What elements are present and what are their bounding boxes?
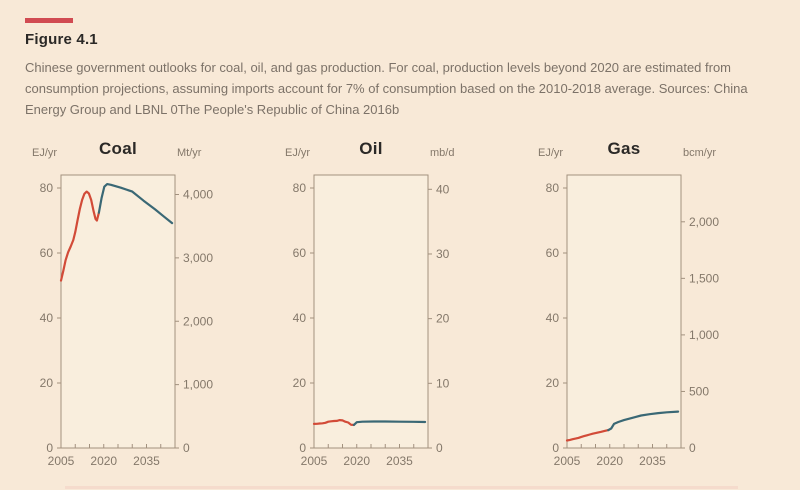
coal-historical-line <box>59 190 101 282</box>
oil-left-tick-label: 60 <box>293 246 307 260</box>
coal-left-tick-label: 80 <box>40 181 54 195</box>
gas-chart: EJ/yr Gas bcm/yr 0 20 40 60 80 0 500 1,000 1,500 2,0… <box>531 137 759 474</box>
coal-right-tick-label: 4,000 <box>183 188 213 202</box>
figure-title: Figure 4.1 <box>25 31 98 48</box>
oil-right-tick-label: 10 <box>436 376 450 390</box>
gas-plot: 0 20 40 60 80 0 500 1,000 1,500 2,000 2005 2020 2035 <box>546 174 719 468</box>
oil-x-tick-label: 2005 <box>301 454 328 468</box>
oil-left-tick-label: 20 <box>293 376 307 390</box>
coal-chart-header: EJ/yr Coal Mt/yr <box>25 137 253 169</box>
coal-left-tick-label: 60 <box>40 246 54 260</box>
figure-header: Figure 4.1 Chinese government outlooks f… <box>0 0 800 120</box>
oil-right-tick-label: 40 <box>436 182 450 196</box>
coal-chart-title: Coal <box>98 139 138 158</box>
coal-right-tick-label: 2,000 <box>183 314 213 328</box>
oil-left-tick-label: 0 <box>299 441 306 455</box>
coal-outlook-line <box>97 183 174 225</box>
oil-right-tick-label: 0 <box>436 441 443 455</box>
oil-x-tick-label: 2020 <box>343 454 370 468</box>
oil-chart-header: EJ/yr Oil mb/d <box>278 137 506 169</box>
charts-row: EJ/yr Coal Mt/yr 0 20 40 60 80 0 1,000 2,000 3,000 4… <box>0 137 800 474</box>
gas-plot-area <box>566 174 682 449</box>
gas-chart-header: EJ/yr Gas bcm/yr <box>531 137 759 169</box>
oil-outlook-line <box>352 420 427 426</box>
oil-x-tick-label: 2035 <box>386 454 413 468</box>
coal-right-tick-label: 0 <box>183 441 190 455</box>
coal-x-tick-label: 2035 <box>133 454 160 468</box>
gas-left-tick-label: 40 <box>546 311 560 325</box>
coal-right-tick-label: 1,000 <box>183 378 213 392</box>
gas-right-tick-label: 1,500 <box>689 271 719 285</box>
gas-right-tick-label: 0 <box>689 441 696 455</box>
gas-x-tick-label: 2005 <box>554 454 581 468</box>
gas-right-tick-label: 500 <box>689 384 709 398</box>
coal-x-tick-label: 2020 <box>90 454 117 468</box>
gas-left-axis-unit: EJ/yr <box>538 147 564 159</box>
oil-left-tick-label: 80 <box>293 181 307 195</box>
figure-caption: Chinese government outlooks for coal, oi… <box>25 60 748 117</box>
coal-left-axis-unit: EJ/yr <box>32 147 58 159</box>
oil-left-tick-label: 40 <box>293 311 307 325</box>
oil-chart-title: Oil <box>359 139 383 158</box>
coal-x-tick-label: 2005 <box>48 454 75 468</box>
oil-right-axis-unit: mb/d <box>430 147 455 159</box>
coal-left-tick-label: 40 <box>40 311 54 325</box>
coal-left-tick-label: 0 <box>46 441 53 455</box>
gas-left-tick-label: 20 <box>546 376 560 390</box>
coal-chart: EJ/yr Coal Mt/yr 0 20 40 60 80 0 1,000 2,000 3,000 4… <box>25 137 253 474</box>
accent-bar <box>25 18 73 23</box>
bottom-divider <box>65 486 738 489</box>
coal-right-axis-unit: Mt/yr <box>177 147 202 159</box>
oil-left-axis-unit: EJ/yr <box>285 147 311 159</box>
oil-plot: 0 20 40 60 80 0 10 20 30 40 2005 2020 2035 <box>293 174 450 468</box>
gas-left-tick-label: 0 <box>552 441 559 455</box>
oil-plot-area <box>313 174 429 449</box>
gas-historical-line <box>565 429 610 442</box>
gas-x-tick-label: 2020 <box>596 454 623 468</box>
oil-chart: EJ/yr Oil mb/d 0 20 40 60 80 0 10 20 30 40 2005 2020 20… <box>278 137 506 474</box>
oil-historical-line <box>312 419 356 426</box>
gas-left-tick-label: 60 <box>546 246 560 260</box>
gas-chart-title: Gas <box>607 139 641 158</box>
coal-plot-area <box>60 174 176 449</box>
oil-right-tick-label: 30 <box>436 247 450 261</box>
coal-plot: 0 20 40 60 80 0 1,000 2,000 3,000 4,000 2005 2020 20… <box>40 174 213 468</box>
gas-right-tick-label: 1,000 <box>689 328 719 342</box>
gas-x-tick-label: 2035 <box>639 454 666 468</box>
gas-right-tick-label: 2,000 <box>689 215 719 229</box>
gas-right-axis-unit: bcm/yr <box>683 147 716 159</box>
gas-outlook-line <box>607 410 680 432</box>
coal-right-tick-label: 3,000 <box>183 251 213 265</box>
oil-right-tick-label: 20 <box>436 312 450 326</box>
coal-left-tick-label: 20 <box>40 376 54 390</box>
gas-left-tick-label: 80 <box>546 181 560 195</box>
